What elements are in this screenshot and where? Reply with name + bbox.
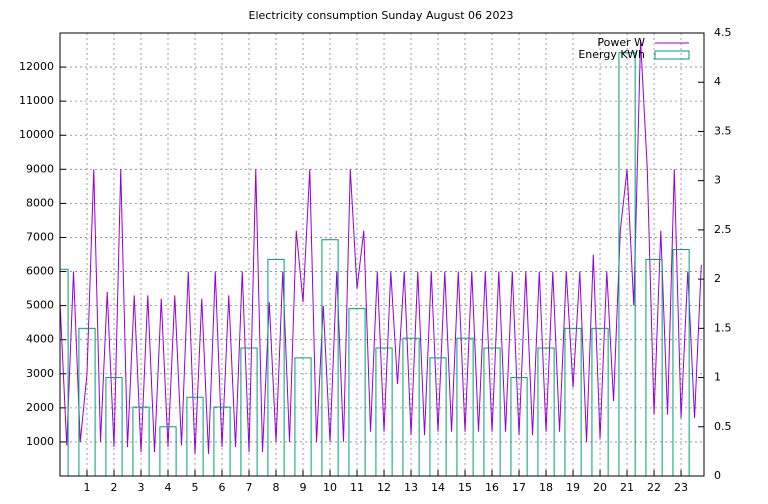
plot-area — [60, 39, 702, 476]
x-tick-label: 14 — [431, 481, 445, 494]
energy-box — [186, 396, 204, 476]
x-tick-label: 13 — [404, 481, 418, 494]
energy-box — [564, 327, 582, 476]
y-tick-label: 6000 — [26, 265, 54, 278]
energy-box — [78, 327, 96, 476]
y2-tick-label: 4 — [714, 75, 721, 88]
x-tick-label: 1 — [84, 481, 91, 494]
x-tick-label: 21 — [620, 481, 634, 494]
x-tick-label: 4 — [165, 481, 172, 494]
x-tick-label: 23 — [674, 481, 688, 494]
x-tick-label: 20 — [593, 481, 607, 494]
y2-tick-label: 0 — [714, 469, 721, 482]
x-tick-label: 3 — [138, 481, 145, 494]
x-tick-label: 8 — [273, 481, 280, 494]
y-tick-label: 12000 — [19, 60, 54, 73]
y2-tick-label: 0.5 — [714, 420, 732, 433]
x-tick-label: 19 — [566, 481, 580, 494]
energy-box — [321, 239, 339, 476]
energy-box — [591, 327, 609, 476]
energy-box — [672, 249, 690, 476]
y2-tick-label: 2.5 — [714, 223, 732, 236]
y-tick-label: 11000 — [19, 94, 54, 107]
energy-box — [294, 357, 312, 476]
y-tick-label: 4000 — [26, 333, 54, 346]
energy-box — [240, 347, 258, 476]
y2-tick-label: 2 — [714, 272, 721, 285]
x-tick-label: 6 — [219, 481, 226, 494]
x-tick-label: 22 — [647, 481, 661, 494]
y-tick-label: 7000 — [26, 230, 54, 243]
energy-box — [375, 347, 393, 476]
chart-title: Electricity consumption Sunday August 06… — [249, 9, 514, 22]
plot-border — [59, 32, 705, 477]
x-tick-label: 16 — [485, 481, 499, 494]
y-tick-label: 3000 — [26, 367, 54, 380]
y-tick-label: 2000 — [26, 401, 54, 414]
power-line — [60, 39, 702, 454]
legend-label: Energy KWh — [578, 48, 645, 61]
x-tick-label: 15 — [458, 481, 472, 494]
x-tick-label: 11 — [350, 481, 364, 494]
y-tick-label: 5000 — [26, 299, 54, 312]
y2-tick-label: 3.5 — [714, 124, 732, 137]
y-tick-label: 1000 — [26, 435, 54, 448]
legend-swatch — [654, 50, 690, 60]
y2-tick-label: 1.5 — [714, 321, 732, 334]
legend-label: Power W — [597, 36, 645, 49]
x-tick-label: 17 — [512, 481, 526, 494]
energy-box — [213, 406, 231, 476]
energy-box — [348, 308, 366, 476]
x-tick-label: 18 — [539, 481, 553, 494]
y2-tick-label: 1 — [714, 371, 721, 384]
energy-box — [537, 347, 555, 476]
x-tick-label: 5 — [192, 481, 199, 494]
energy-box — [483, 347, 501, 476]
y-tick-label: 9000 — [26, 162, 54, 175]
y2-tick-label: 3 — [714, 174, 721, 187]
x-tick-label: 2 — [111, 481, 118, 494]
x-tick-label: 9 — [300, 481, 307, 494]
y-tick-label: 8000 — [26, 196, 54, 209]
y-tick-label: 10000 — [19, 128, 54, 141]
y2-tick-label: 4.5 — [714, 26, 732, 39]
energy-box — [132, 406, 150, 476]
x-tick-label: 7 — [246, 481, 253, 494]
x-tick-label: 10 — [323, 481, 337, 494]
x-tick-label: 12 — [377, 481, 391, 494]
energy-box — [429, 357, 447, 476]
